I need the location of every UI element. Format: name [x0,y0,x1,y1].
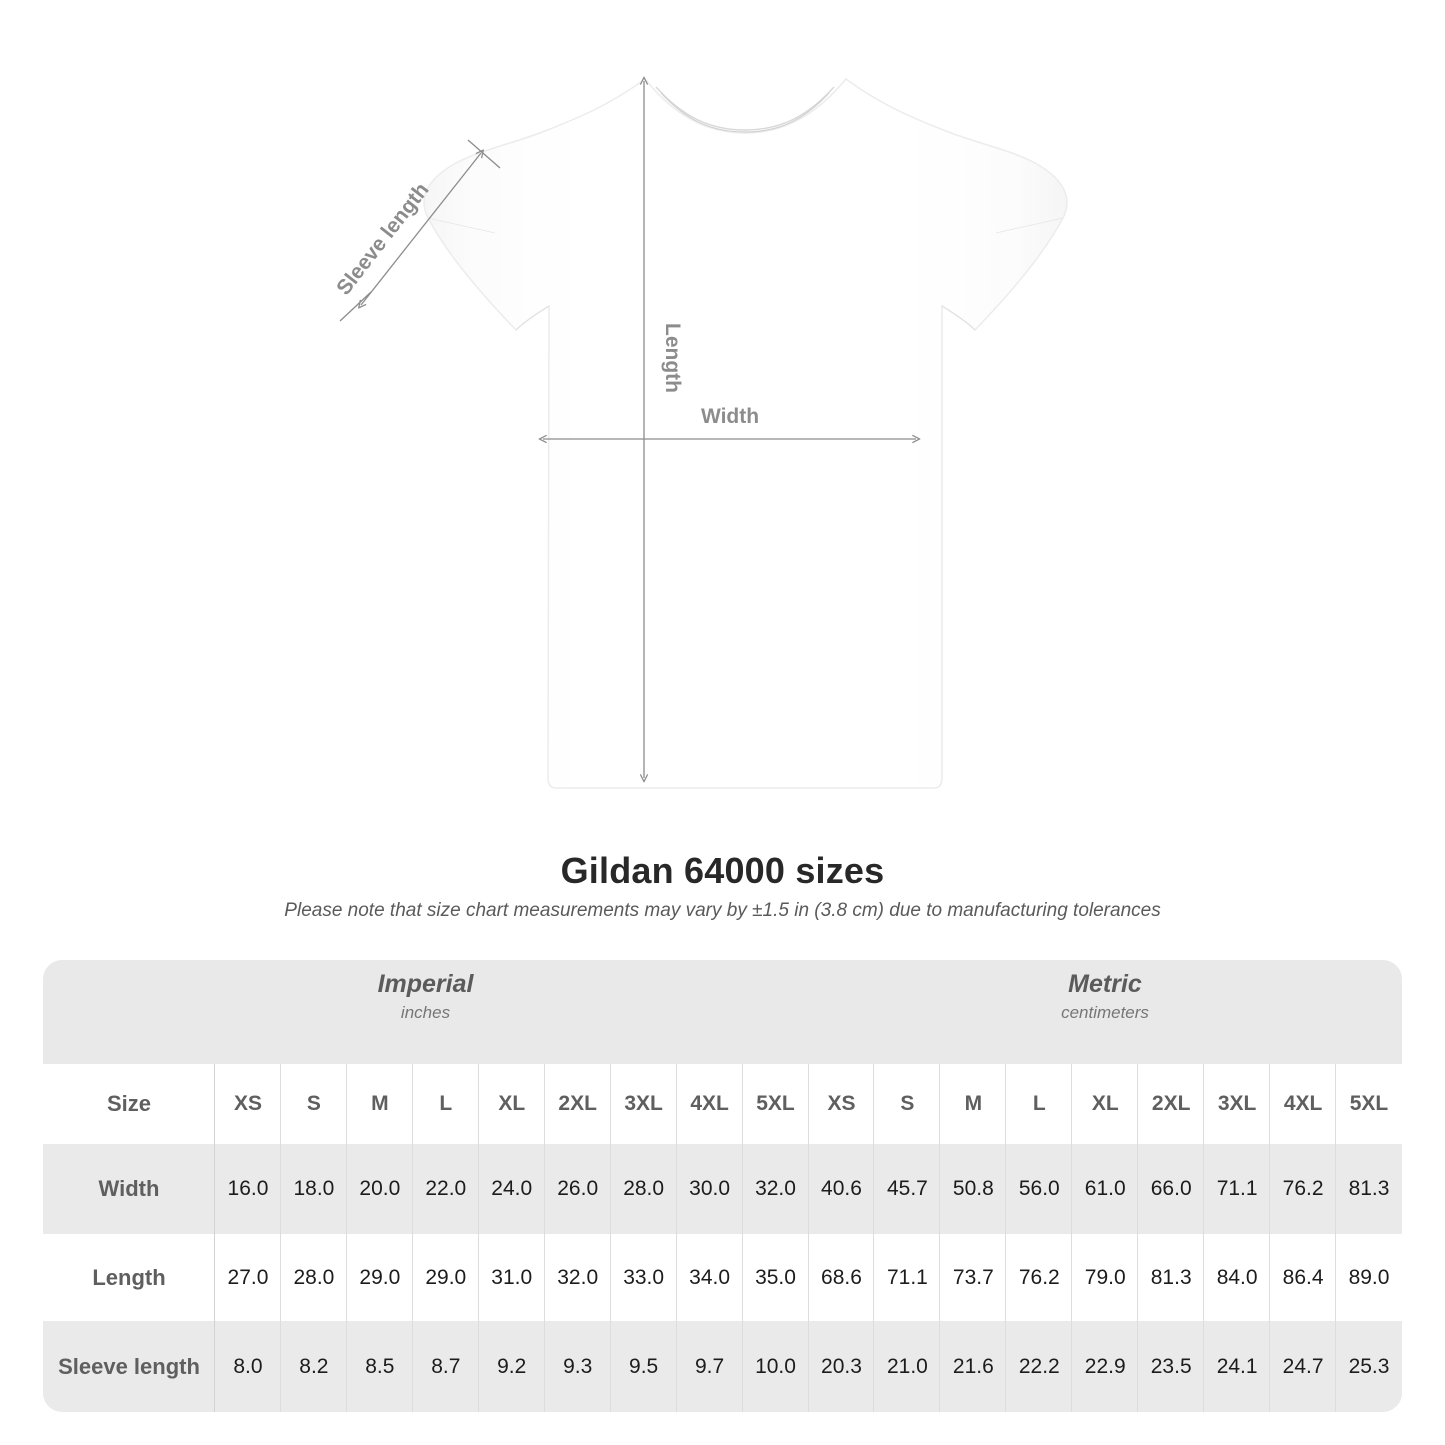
svg-text:Width: Width [701,405,759,428]
svg-text:Length: Length [661,323,684,393]
svg-text:Sleeve length: Sleeve length [332,179,433,300]
